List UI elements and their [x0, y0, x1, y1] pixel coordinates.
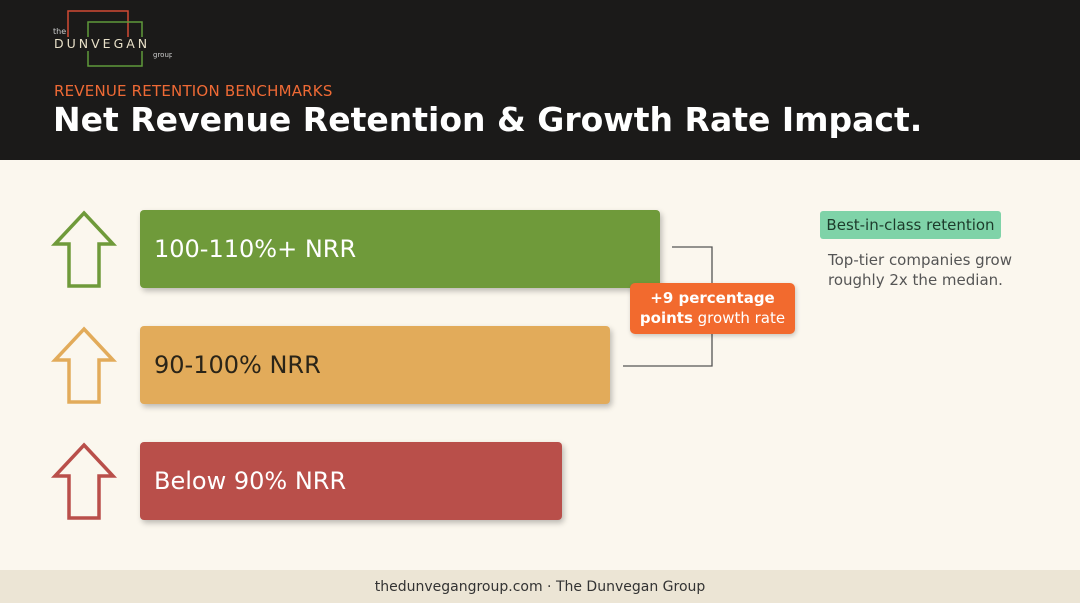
- callout: +9 percentage points growth rate: [630, 283, 795, 334]
- logo: the DUNVEGAN group: [52, 10, 172, 67]
- tier-bar: 90-100% NRR: [140, 326, 610, 404]
- note-line: Top-tier companies grow: [828, 251, 1012, 269]
- subtitle: REVENUE RETENTION BENCHMARKS: [54, 82, 333, 100]
- note-line: roughly 2x the median.: [828, 271, 1003, 289]
- tier-bar: 100-110%+ NRR: [140, 210, 660, 288]
- arrow: [50, 442, 118, 520]
- logo-bottom: group: [153, 51, 172, 59]
- callout-rest: growth rate: [697, 309, 786, 327]
- note: Top-tier companies grow roughly 2x the m…: [828, 250, 1012, 290]
- arrow: [50, 210, 118, 288]
- callout-bold: +9 percentage points: [639, 289, 775, 327]
- decorations: [50, 210, 713, 520]
- logo-top: the: [53, 27, 66, 36]
- logo-name: DUNVEGAN: [54, 36, 150, 51]
- tag: Best-in-class retention: [820, 211, 1001, 239]
- footer: thedunvegangroup.com · The Dunvegan Grou…: [0, 570, 1080, 603]
- title: Net Revenue Retention & Growth Rate Impa…: [53, 100, 923, 139]
- header: the DUNVEGAN group REVENUE RETENTION BEN…: [0, 0, 1080, 160]
- tier-bar: Below 90% NRR: [140, 442, 562, 520]
- arrow: [50, 326, 118, 404]
